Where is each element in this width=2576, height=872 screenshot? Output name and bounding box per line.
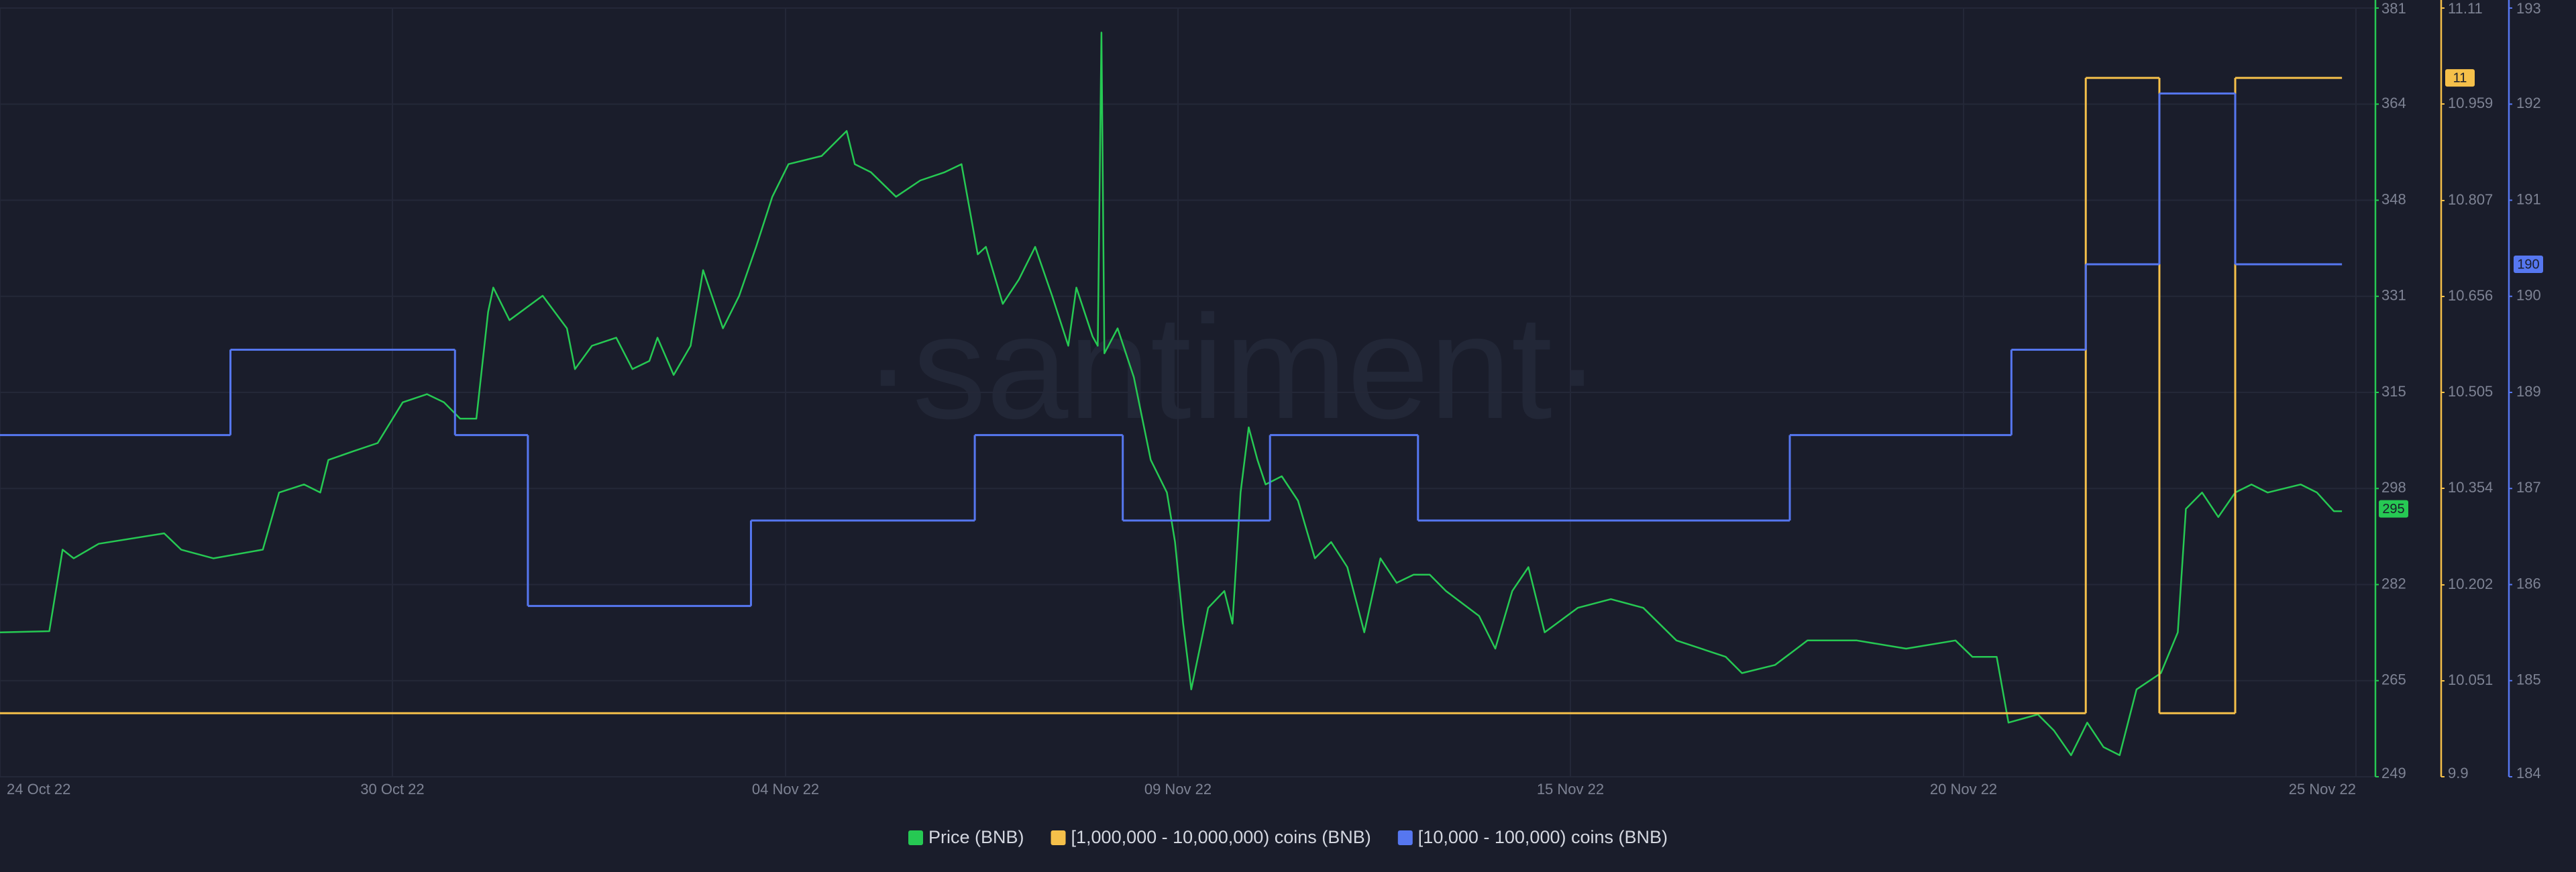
y-tick-label: 187 — [2516, 479, 2541, 496]
x-tick-label: 20 Nov 22 — [1930, 781, 1997, 798]
y-tick-label: 185 — [2516, 671, 2541, 688]
y-tick-label: 265 — [2381, 671, 2406, 688]
y-tick-label: 10.505 — [2448, 383, 2493, 400]
value-badge — [2379, 500, 2408, 518]
x-tick-label: 24 Oct 22 — [7, 781, 70, 798]
y-tick-label: 10.051 — [2448, 671, 2493, 688]
y-tick-label: 10.202 — [2448, 576, 2493, 592]
value-badge-label: 11 — [2453, 70, 2467, 85]
y-tick-label: 282 — [2381, 575, 2406, 592]
value-badge-label: 190 — [2517, 257, 2539, 272]
legend-label: Price (BNB) — [928, 827, 1024, 847]
y-tick-label: 184 — [2516, 765, 2541, 781]
x-tick-label: 15 Nov 22 — [1537, 781, 1604, 798]
value-badge-label: 295 — [2382, 502, 2404, 516]
y-tick-label: 249 — [2381, 765, 2406, 781]
legend: Price (BNB) [1,000,000 - 10,000,000) coin… — [908, 827, 1668, 847]
y-tick-label: 192 — [2516, 95, 2541, 111]
price-line — [0, 32, 2343, 757]
legend-swatch — [1051, 830, 1066, 845]
y-tick-label: 315 — [2381, 383, 2406, 400]
y-tick-label: 190 — [2516, 287, 2541, 304]
legend-swatch — [908, 830, 923, 845]
x-tick-label: 09 Nov 22 — [1144, 781, 1212, 798]
x-tick-label: 04 Nov 22 — [752, 781, 819, 798]
y-tick-label: 10.656 — [2448, 287, 2493, 304]
y-tick-label: 186 — [2516, 575, 2541, 592]
y-tick-label: 189 — [2516, 383, 2541, 400]
y-tick-label: 191 — [2516, 190, 2541, 207]
legend-swatch — [1397, 830, 1413, 845]
y-tick-label: 331 — [2381, 287, 2406, 304]
y-tick-label: 364 — [2381, 95, 2406, 111]
y-tick-label: 9.9 — [2448, 765, 2469, 781]
y-tick-label: 10.807 — [2448, 191, 2493, 208]
y-tick-label: 193 — [2516, 0, 2541, 17]
y-tick-label: 348 — [2381, 190, 2406, 207]
legend-label: [10,000 - 100,000) coins (BNB) — [1418, 827, 1668, 847]
x-tick-label: 25 Nov 22 — [2289, 781, 2356, 798]
watermark: ·santiment· — [863, 284, 1601, 449]
y-tick-label: 10.959 — [2448, 95, 2493, 111]
value-badge — [2445, 69, 2475, 87]
y-tick-label: 381 — [2381, 0, 2406, 17]
value-badge — [2514, 256, 2543, 273]
y-tick-label: 11.11 — [2448, 0, 2483, 17]
legend-label: [1,000,000 - 10,000,000) coins (BNB) — [1071, 827, 1371, 847]
x-tick-label: 30 Oct 22 — [360, 781, 424, 798]
y-tick-label: 10.354 — [2448, 479, 2493, 496]
y-tick-label: 298 — [2381, 479, 2406, 496]
